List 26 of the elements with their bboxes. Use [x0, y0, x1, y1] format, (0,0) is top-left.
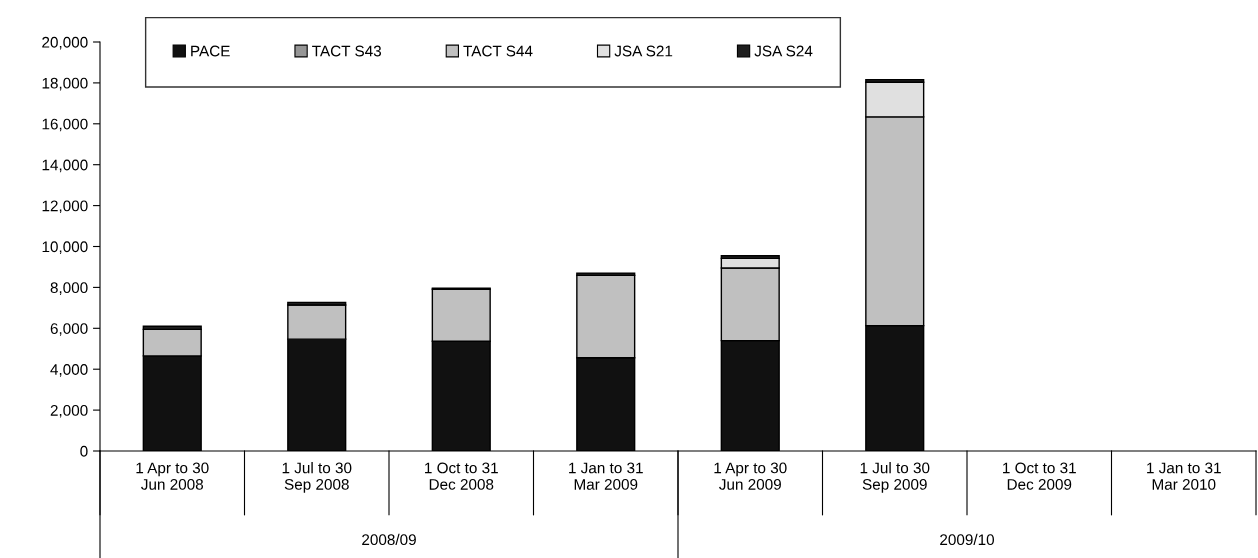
y-tick-label: 6,000	[50, 323, 88, 336]
y-tick-label: 12,000	[42, 200, 88, 214]
x-tick-label: 1 Jul to 30 Sep 2008	[282, 462, 352, 493]
x-tick-label: 1 Oct to 31 Dec 2009	[1003, 462, 1076, 490]
x-tick-label: 1 Jan to 31 Mar 2009	[569, 462, 643, 490]
text: 2008/09	[362, 533, 416, 546]
y-tick-label: 20,000	[42, 36, 88, 50]
legend-label: TACT S44	[463, 45, 533, 57]
legend-label: PACE	[191, 45, 230, 57]
x-tick-label: 1 Jan to 31 Mar 2010	[1147, 462, 1221, 490]
y-tick-label: 0	[80, 445, 88, 457]
legend-label: TACT S43	[312, 45, 382, 57]
legend-label: JSA S21	[614, 45, 673, 57]
y-tick-label: 10,000	[42, 241, 88, 254]
y-tick-label: 16,000	[42, 118, 88, 132]
y-tick-label: 14,000	[42, 159, 88, 173]
x-tick-label: 1 Jul to 30 Sep 2009	[860, 462, 930, 493]
x-tick-label: 1 Oct to 31 Dec 2008	[425, 462, 498, 490]
y-tick-label: 18,000	[42, 77, 88, 91]
legend-label: JSA S24	[754, 45, 813, 57]
x-tick-label: 1 Apr to 30 Jun 2009	[714, 462, 787, 490]
text: 2009/10	[940, 533, 995, 546]
x-tick-label: 1 Apr to 30 Jun 2008	[136, 462, 209, 490]
y-tick-label: 8,000	[50, 282, 88, 295]
y-tick-label: 2,000	[50, 404, 88, 418]
y-tick-label: 4,000	[50, 364, 88, 377]
